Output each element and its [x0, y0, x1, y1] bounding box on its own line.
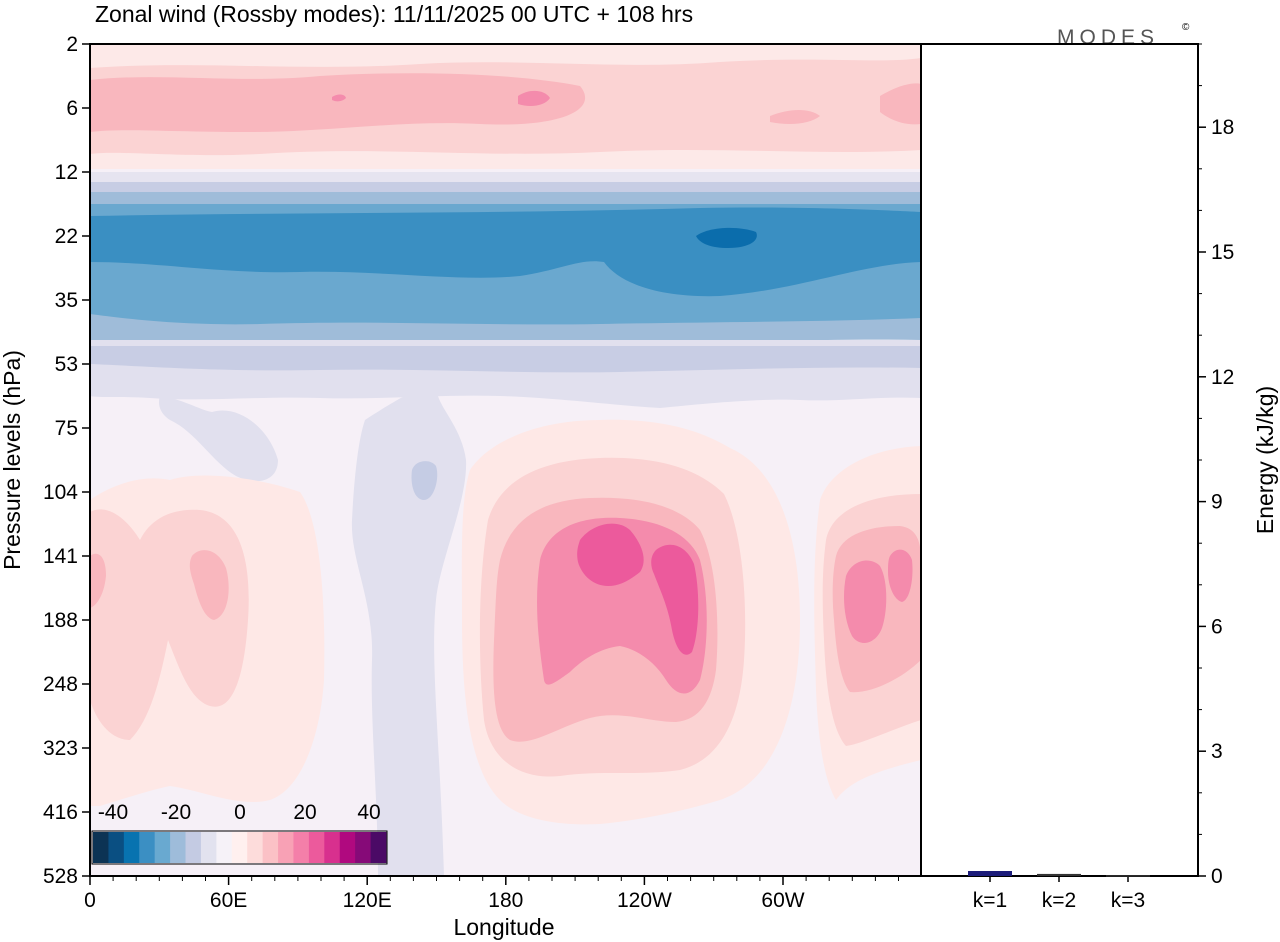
energy-bar-label: k=3 — [1111, 889, 1145, 912]
colorbar-tick-label: 40 — [357, 801, 380, 824]
energy-tick-label: 18 — [1211, 116, 1234, 139]
patch-upper-pink-mid — [770, 110, 820, 124]
energy-bar-label: k=2 — [1042, 889, 1076, 912]
chart-title: Zonal wind (Rossby modes): 11/11/2025 00… — [95, 1, 693, 27]
x-axis-label: Longitude — [453, 914, 554, 940]
y-tick-label: 12 — [55, 161, 78, 184]
energy-bar — [968, 871, 1012, 876]
colorbar-swatch — [200, 832, 217, 863]
colorbar-swatch — [262, 832, 279, 863]
colorbar-tick-label: -40 — [98, 801, 128, 824]
patch-upper-pink-east — [880, 83, 921, 125]
colorbar-swatch — [278, 832, 294, 863]
energy-tick-label: 9 — [1211, 491, 1223, 514]
patch-upper-strong — [518, 90, 550, 106]
colorbar-tick-label: 20 — [293, 801, 316, 824]
colorbar-swatch — [154, 832, 171, 863]
energy-axis: 0 3 6 9 12 15 18 — [1198, 43, 1234, 888]
colorbar-swatch — [324, 832, 341, 863]
blob-west-core — [189, 550, 229, 620]
band-transition-1 — [90, 172, 921, 184]
patch-upper-pink-west — [90, 73, 586, 132]
colorbar-swatch — [216, 832, 233, 863]
blob-central-core-e — [651, 544, 699, 655]
energy-bar-label: k=1 — [973, 889, 1007, 912]
blob-central-core-w — [577, 523, 644, 586]
plume-negative — [351, 396, 467, 876]
x-tick-label: 60E — [210, 889, 247, 912]
colorbar-swatch — [231, 832, 248, 863]
colorbar-swatch — [339, 832, 356, 863]
colorbar-swatch — [123, 832, 140, 863]
band-transition-2 — [90, 182, 921, 194]
y-axis-label: Pressure levels (hPa) — [0, 350, 25, 570]
blob-east-4 — [844, 560, 887, 643]
colorbar-tick-label: -20 — [161, 801, 191, 824]
y-tick-label: 22 — [55, 225, 78, 248]
colorbar-swatch — [185, 832, 202, 863]
logo-registered-mark: © — [1182, 22, 1190, 33]
colorbar-frame — [91, 830, 388, 865]
colorbar-tick-label: 0 — [234, 801, 246, 824]
x-tick-label: 120W — [617, 889, 672, 912]
y-tick-label: 104 — [43, 481, 78, 504]
colorbar-swatch — [139, 832, 156, 863]
energy-tick-label: 12 — [1211, 366, 1234, 389]
energy-bars: k=1 k=2 k=3 — [968, 871, 1150, 912]
band-lavender-dark — [90, 346, 921, 373]
blob-east-5 — [888, 549, 913, 602]
energy-tick-label: 6 — [1211, 615, 1223, 638]
colorbar-swatch — [247, 832, 264, 863]
colorbar-swatches — [93, 832, 387, 863]
x-tick-label: 120E — [343, 889, 392, 912]
y-tick-label: 528 — [43, 865, 78, 888]
y-tick-label: 416 — [43, 801, 78, 824]
colorbar-swatch — [293, 832, 310, 863]
colorbar-swatch — [170, 832, 186, 863]
y-tick-label: 53 — [55, 353, 78, 376]
y-tick-label: 188 — [43, 609, 78, 632]
x-tick-label: 180 — [488, 889, 523, 912]
longitude-axis: 0 60E 120E 180 120W 60W — [84, 876, 899, 912]
colorbar-swatch — [370, 832, 387, 863]
y-tick-label: 35 — [55, 289, 78, 312]
colorbar-swatch — [308, 832, 325, 863]
energy-tick-label: 0 — [1211, 865, 1223, 888]
y-tick-label: 141 — [43, 545, 78, 568]
colorbar-swatch — [108, 832, 125, 863]
pressure-axis: 2 6 12 22 35 53 75 104 141 188 248 323 416 528 — [43, 33, 90, 888]
heatmap-contours — [90, 44, 921, 876]
y-tick-label: 75 — [55, 417, 78, 440]
colorbar: -40 -20 0 20 40 — [91, 801, 388, 865]
x-tick-label: 0 — [84, 889, 96, 912]
energy-bar — [1106, 875, 1150, 877]
plume-core — [411, 461, 438, 500]
energy-bar — [1037, 873, 1081, 876]
energy-axis-label: Energy (kJ/kg) — [1252, 386, 1278, 534]
y-tick-label: 323 — [43, 737, 78, 760]
colorbar-swatch — [93, 832, 109, 863]
blob-west-edge — [90, 553, 106, 608]
y-tick-label: 248 — [43, 673, 78, 696]
y-tick-label: 6 — [66, 97, 78, 120]
y-tick-label: 2 — [66, 33, 78, 56]
x-tick-label: 60W — [761, 889, 804, 912]
energy-tick-label: 15 — [1211, 241, 1234, 264]
energy-panel-frame — [920, 43, 1199, 877]
patch-upper-strong-small — [332, 94, 346, 102]
patch-blue-strongest — [696, 227, 757, 248]
energy-tick-label: 3 — [1211, 740, 1223, 763]
patch-grey-60e — [159, 396, 278, 482]
colorbar-swatch — [355, 832, 371, 863]
